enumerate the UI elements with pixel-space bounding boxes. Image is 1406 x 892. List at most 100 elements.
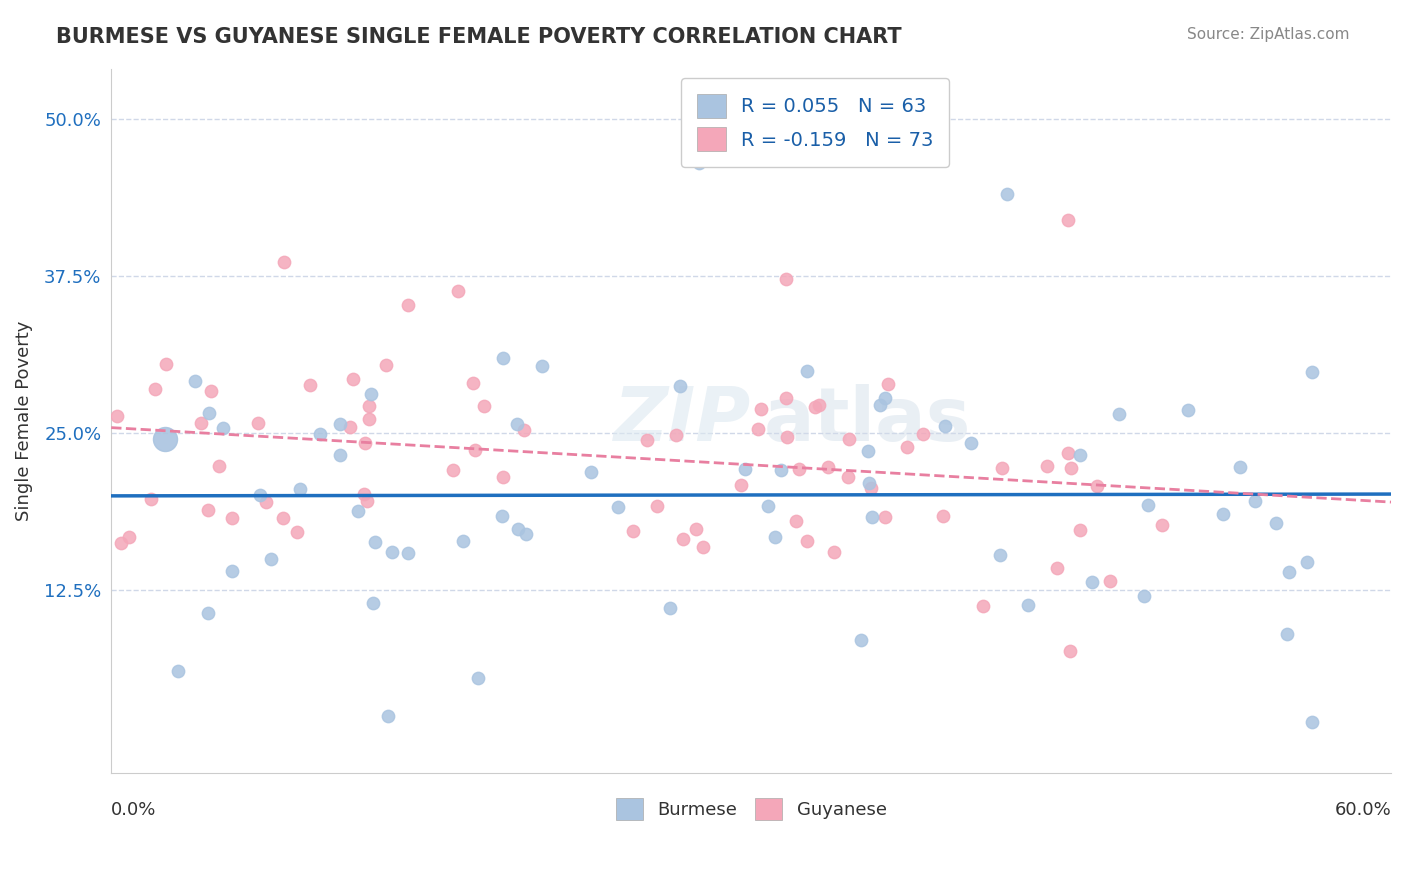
Point [271,511,294,525]
Point [934,419,956,434]
Point [1137,499,1160,513]
Point [309,427,332,442]
Point [353,436,375,450]
Point [212,420,235,434]
Point [105,409,128,424]
Point [658,600,681,615]
Point [749,401,772,416]
Point [197,606,219,620]
Point [472,400,495,414]
Point [153,433,176,447]
Point [837,469,859,483]
Point [859,482,882,496]
Point [776,430,799,444]
Point [875,510,897,524]
Point [342,372,364,386]
Point [665,427,688,442]
Point [1296,555,1319,569]
Point [339,419,361,434]
Point [375,358,398,372]
Point [441,462,464,476]
Point [167,664,190,678]
Point [143,382,166,396]
Point [1080,575,1102,590]
Point [515,526,537,541]
Point [1017,599,1039,613]
Point [356,494,378,508]
Point [467,671,489,685]
Point [464,443,486,458]
Point [1132,589,1154,603]
Point [359,412,381,426]
Point [353,486,375,500]
Point [838,432,860,446]
Point [1087,479,1109,493]
Point [747,422,769,436]
Point [763,530,786,544]
Point [1177,403,1199,417]
Point [823,545,845,559]
Point [329,448,352,462]
Point [991,460,1014,475]
Text: 0.0%: 0.0% [111,801,156,819]
Point [1057,446,1080,460]
Point [184,374,207,388]
Point [288,482,311,496]
Text: 60.0%: 60.0% [1334,801,1391,819]
Point [869,399,891,413]
Text: atlas: atlas [763,384,972,457]
Point [685,523,707,537]
Point [912,427,935,442]
Point [451,533,474,548]
Point [1301,715,1323,730]
Point [506,522,529,536]
Point [1059,644,1081,658]
Point [110,536,132,550]
Point [461,376,484,390]
Point [1108,407,1130,421]
Point [769,463,792,477]
Y-axis label: Single Female Poverty: Single Female Poverty [15,320,32,521]
Point [190,416,212,430]
Point [360,387,382,401]
Point [1057,212,1080,227]
Point [873,391,896,405]
Point [346,504,368,518]
Point [492,351,515,365]
Point [285,524,308,539]
Point [581,465,603,479]
Point [208,459,231,474]
Point [512,423,534,437]
Point [491,509,513,524]
Point [856,444,879,458]
Point [197,503,219,517]
Point [139,492,162,507]
Point [796,533,818,548]
Point [787,462,810,476]
Point [1265,516,1288,531]
Point [668,379,690,393]
Point [299,378,322,392]
Legend: Burmese, Guyanese: Burmese, Guyanese [602,783,901,834]
Point [361,596,384,610]
Point [259,552,281,566]
Point [995,187,1018,202]
Point [860,510,883,524]
Point [506,417,529,431]
Point [221,511,243,525]
Point [1069,523,1091,537]
Point [249,488,271,502]
Point [785,515,807,529]
Point [804,400,827,414]
Point [1212,508,1234,522]
Point [155,357,177,371]
Point [118,530,141,544]
Point [1229,460,1251,475]
Point [200,384,222,398]
Point [246,416,269,430]
Point [636,433,658,447]
Point [1301,365,1323,379]
Point [775,271,797,285]
Text: BURMESE VS GUYANESE SINGLE FEMALE POVERTY CORRELATION CHART: BURMESE VS GUYANESE SINGLE FEMALE POVERT… [56,27,901,46]
Point [692,540,714,554]
